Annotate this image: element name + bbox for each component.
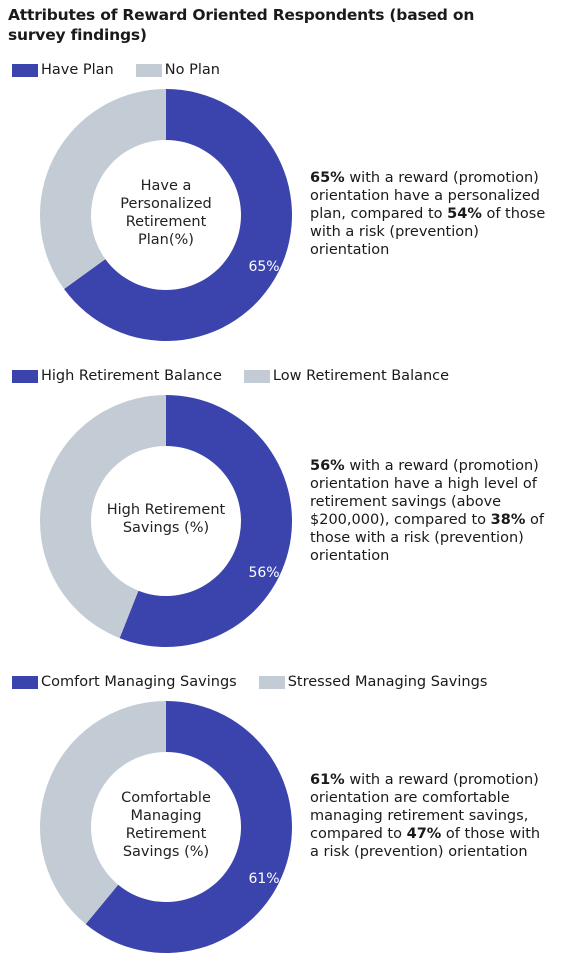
donut-slice — [40, 89, 166, 290]
donut-slice — [119, 395, 292, 647]
center-label-line: Personalized — [120, 196, 212, 212]
donut-slice — [64, 89, 292, 341]
legend-label: Have Plan — [41, 62, 114, 78]
legend-item-no-plan: No Plan — [135, 62, 220, 78]
chart-section-plan: Have Plan No Plan 65% Have a Personalize… — [0, 60, 564, 360]
donut-center-label: High Retirement Savings (%) — [90, 501, 242, 537]
legend-swatch — [12, 63, 38, 77]
highlight-value: 56% — [310, 458, 345, 474]
highlight-value: 61% — [310, 772, 345, 788]
description-part: of those with a risk (prevention) orient… — [310, 512, 544, 564]
center-label-line: Have a — [140, 178, 192, 194]
description-text: 61% with a reward (promotion) orientatio… — [310, 771, 550, 861]
description-part: with a reward (promotion) orientation ar… — [310, 772, 539, 842]
donut-slice — [85, 701, 292, 953]
legend-swatch — [135, 63, 162, 77]
chart-section-balance: High Retirement Balance Low Retirement B… — [0, 366, 564, 666]
legend-swatch — [243, 369, 270, 383]
legend-item-stressed: Stressed Managing Savings — [258, 674, 488, 690]
description-part: of those with a risk (prevention) orient… — [310, 826, 541, 860]
legend-label: Comfort Managing Savings — [41, 674, 237, 690]
donut-chart-plan: 65% — [40, 89, 292, 341]
donut-value-label: 61% — [248, 871, 279, 887]
description-part: with a reward (promotion) orientation ha… — [310, 170, 540, 222]
legend: Have Plan No Plan — [12, 60, 242, 80]
center-label-line: Comfortable — [121, 790, 211, 806]
legend-swatch — [12, 675, 38, 689]
legend-label: Low Retirement Balance — [272, 368, 450, 384]
highlight-value: 47% — [406, 826, 442, 842]
legend-item-high-balance: High Retirement Balance — [12, 368, 222, 384]
chart-title: Attributes of Reward Oriented Respondent… — [8, 6, 475, 44]
donut-slice — [40, 395, 166, 639]
description-text: 56% with a reward (promotion) orientatio… — [310, 457, 550, 565]
description-part: of those with a risk (prevention) orient… — [310, 206, 546, 258]
legend-item-low-balance: Low Retirement Balance — [243, 368, 450, 384]
legend-swatch — [258, 675, 285, 689]
center-label-line: Savings (%) — [122, 844, 210, 860]
donut-chart-balance: 56% — [40, 395, 292, 647]
center-label-line: Retirement — [125, 826, 207, 842]
center-label-line: Savings (%) — [122, 520, 210, 536]
legend-label: No Plan — [164, 62, 220, 78]
legend-label: High Retirement Balance — [41, 368, 222, 384]
donut-value-label: 65% — [248, 259, 279, 275]
center-label-line: Plan(%) — [138, 232, 194, 248]
donut-value-label: 56% — [248, 565, 279, 581]
donut-slice — [40, 701, 166, 925]
center-label-line: Managing — [130, 808, 202, 824]
legend-item-comfort: Comfort Managing Savings — [12, 674, 237, 690]
description-text: 65% with a reward (promotion) orientatio… — [310, 169, 550, 259]
highlight-value: 38% — [490, 512, 526, 528]
chart-section-comfort: Comfort Managing Savings Stressed Managi… — [0, 672, 564, 972]
center-label-line: High Retirement — [106, 502, 226, 518]
donut-chart-comfort: 61% — [40, 701, 292, 953]
legend: High Retirement Balance Low Retirement B… — [12, 366, 471, 386]
center-label-line: Retirement — [125, 214, 207, 230]
donut-center-label: Comfortable Managing Retirement Savings … — [90, 789, 242, 861]
description-part: with a reward (promotion) orientation ha… — [310, 458, 539, 528]
legend-label: Stressed Managing Savings — [287, 674, 488, 690]
highlight-value: 54% — [447, 206, 482, 222]
legend: Comfort Managing Savings Stressed Managi… — [12, 672, 509, 692]
highlight-value: 65% — [310, 170, 345, 186]
legend-item-have-plan: Have Plan — [12, 62, 114, 78]
donut-center-label: Have a Personalized Retirement Plan(%) — [90, 177, 242, 249]
legend-swatch — [12, 369, 38, 383]
